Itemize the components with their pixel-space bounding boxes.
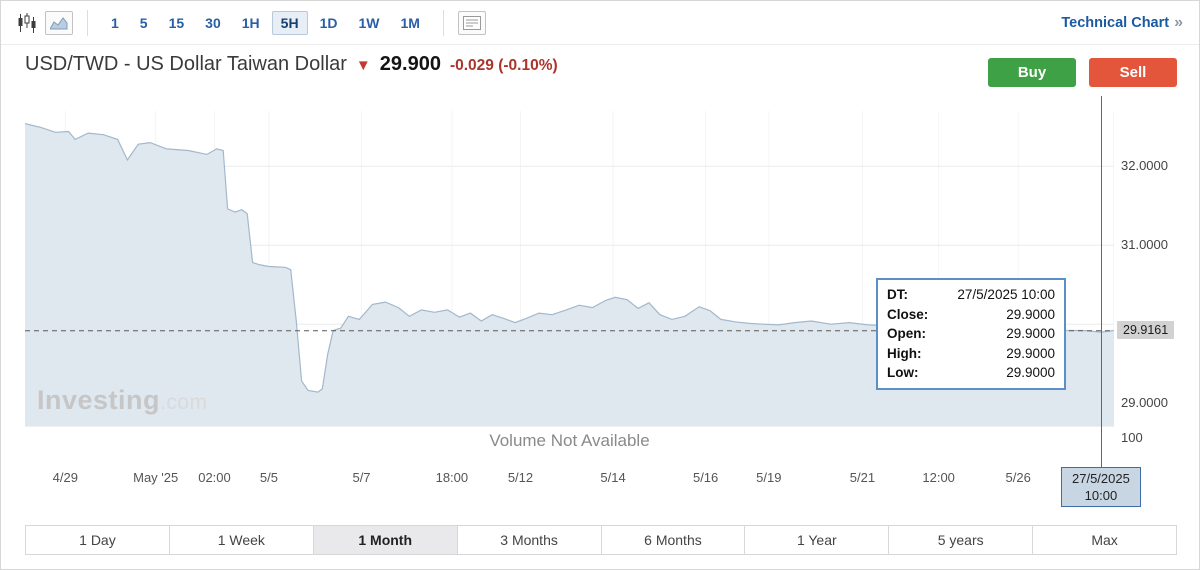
buy-button[interactable]: Buy	[988, 58, 1076, 87]
tooltip-row: Low: 29.9000	[887, 363, 1055, 383]
tooltip-value: 29.9000	[1006, 326, 1055, 341]
toolbar-divider	[442, 9, 444, 36]
crosshair-date: 27/5/2025	[1072, 471, 1130, 486]
toolbar-divider	[87, 9, 88, 36]
x-axis-tick: 12:00	[922, 470, 955, 485]
tooltip-value: 29.9000	[1006, 365, 1055, 380]
x-axis-tick: May '25	[133, 470, 179, 485]
x-axis-tick: 18:00	[435, 470, 469, 485]
x-axis-tick: 5/16	[692, 470, 719, 485]
tooltip-label: Open:	[887, 326, 926, 341]
timeframe-selector: 1 5 15 30 1H 5H 1D 1W 1M	[102, 10, 429, 35]
current-price-tag: 29.9161	[1117, 320, 1175, 339]
area-chart-type-icon[interactable]	[45, 10, 73, 35]
x-axis-tick: 5/19	[756, 470, 782, 485]
timeframe-5[interactable]: 5	[139, 14, 148, 31]
x-axis-tick: 5/7	[352, 470, 371, 485]
period-tab-1-month[interactable]: 1 Month	[312, 525, 458, 555]
crosshair-date-label: 27/5/2025 10:00	[1060, 467, 1141, 507]
y-axis-label: 32.0000	[1121, 158, 1168, 174]
price-change: -0.029 (-0.10%)	[449, 57, 558, 74]
x-axis-tick: 4/29	[52, 470, 78, 485]
timeframe-5h[interactable]: 5H	[271, 10, 308, 35]
candlestick-chart-icon[interactable]	[17, 12, 37, 33]
period-tab-1-day[interactable]: 1 Day	[25, 525, 170, 555]
price-line-path	[25, 123, 1114, 393]
tooltip-value: 29.9000	[1006, 345, 1055, 361]
tooltip-row: DT: 27/5/2025 10:00	[887, 285, 1055, 305]
sell-button[interactable]: Sell	[1089, 58, 1177, 87]
instrument-title: USD/TWD - US Dollar Taiwan Dollar	[25, 53, 347, 75]
tooltip-label: DT:	[887, 287, 908, 302]
ohlc-tooltip: DT: 27/5/2025 10:00 Close: 29.9000 Open: 29.9…	[876, 278, 1066, 390]
x-axis-tick: 02:00	[198, 470, 231, 485]
tooltip-row: Open: 29.9000	[887, 324, 1055, 344]
tooltip-row: High: 29.9000	[887, 344, 1055, 364]
period-tab-1-year[interactable]: 1 Year	[744, 525, 890, 555]
period-tab-1-week[interactable]: 1 Week	[168, 525, 314, 555]
price-down-arrow-icon: ▼	[355, 57, 371, 74]
tooltip-row: Close: 29.9000	[887, 305, 1055, 325]
period-tab-6-months[interactable]: 6 Months	[600, 525, 746, 555]
volume-note: Volume Not Available	[489, 431, 650, 450]
price-area	[25, 123, 1114, 426]
x-axis-tick: 5/12	[507, 470, 534, 485]
investing-watermark: Investing.com	[37, 385, 208, 416]
chart-toolbar: 1 5 15 30 1H 5H 1D 1W 1M Technical Chart »	[1, 1, 1199, 45]
timeframe-1m[interactable]: 1M	[400, 14, 420, 31]
period-tab-3-months[interactable]: 3 Months	[456, 525, 602, 555]
watermark-light: .com	[160, 391, 208, 414]
x-axis-tick: 5/14	[600, 470, 626, 485]
double-chevron-right-icon: »	[1174, 13, 1183, 31]
tooltip-value: 27/5/2025 10:00	[957, 287, 1055, 302]
technical-chart-label: Technical Chart	[1061, 14, 1170, 31]
trade-buttons: Buy Sell	[988, 58, 1177, 87]
volume-axis-label: 100	[1121, 430, 1143, 445]
x-axis-tick: 5/21	[849, 470, 876, 485]
tooltip-label: Close:	[887, 306, 929, 322]
watermark-bold: Investing	[37, 385, 161, 415]
period-tab-max[interactable]: Max	[1032, 525, 1177, 555]
news-icon[interactable]	[457, 10, 486, 35]
instrument-header: USD/TWD - US Dollar Taiwan Dollar ▼ 29.9…	[25, 53, 558, 76]
y-axis-label: 29.0000	[1121, 395, 1168, 411]
timeframe-1h[interactable]: 1H	[241, 14, 260, 31]
x-axis-tick: 5/5	[259, 470, 278, 485]
crosshair-time: 10:00	[1084, 488, 1118, 503]
last-price: 29.900	[379, 53, 441, 75]
timeframe-1w[interactable]: 1W	[358, 14, 380, 31]
timeframe-30[interactable]: 30	[205, 14, 221, 31]
timeframe-1[interactable]: 1	[111, 14, 119, 31]
tooltip-label: Low:	[887, 365, 919, 380]
technical-chart-link[interactable]: Technical Chart »	[1061, 14, 1183, 32]
period-tabs: 1 Day 1 Week 1 Month 3 Months 6 Months 1 Year…	[25, 525, 1177, 555]
tooltip-value: 29.9000	[1006, 306, 1055, 322]
tooltip-label: High:	[887, 345, 922, 361]
price-chart[interactable]	[25, 111, 1114, 456]
period-tab-5-years[interactable]: 5 years	[888, 525, 1034, 555]
x-axis-tick: 5/26	[1005, 470, 1031, 485]
y-axis-label: 31.0000	[1121, 237, 1168, 253]
timeframe-1d[interactable]: 1D	[319, 14, 338, 31]
crosshair-vertical-line	[1100, 96, 1102, 467]
timeframe-15[interactable]: 15	[168, 14, 185, 31]
